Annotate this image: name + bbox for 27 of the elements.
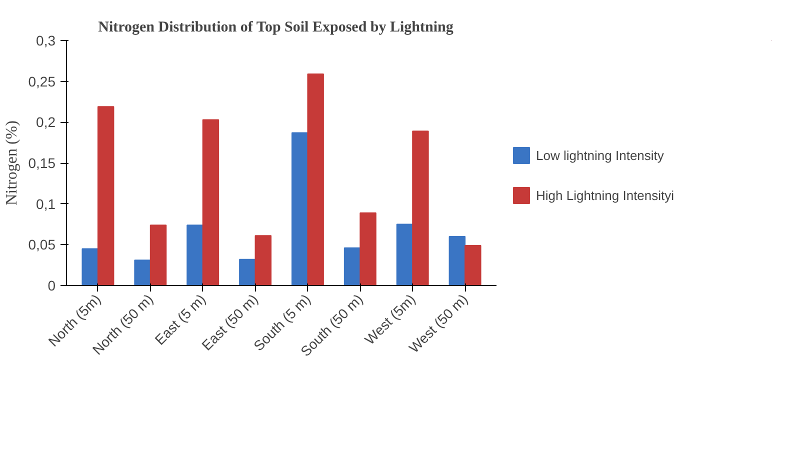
- y-tick-label: 0,3: [36, 32, 56, 48]
- bar: [464, 244, 482, 286]
- legend-label: High Lightning Intensityi: [536, 188, 674, 202]
- y-tick-label: 0,25: [28, 73, 56, 90]
- bar: [202, 119, 220, 286]
- bar: [344, 247, 361, 286]
- y-tick-label: 0,2: [36, 114, 56, 130]
- bar: [82, 248, 98, 286]
- bar: [97, 106, 114, 286]
- bar: [239, 258, 256, 286]
- bar: [150, 224, 167, 286]
- chart-title: Nitrogen Distribution of Top Soil Exposed by Lightning: [98, 20, 454, 36]
- y-tick-label: 0,05: [28, 236, 56, 253]
- bar: [448, 236, 466, 286]
- bar: [307, 73, 324, 286]
- bar: [291, 132, 308, 286]
- legend-label: Low lightning Intensity: [536, 148, 664, 162]
- y-tick-label: 0,15: [28, 155, 56, 171]
- bar: [396, 224, 414, 286]
- bar: [134, 260, 151, 286]
- bar: [360, 212, 376, 286]
- bar: [412, 130, 429, 286]
- bar: [186, 224, 204, 286]
- y-axis-title: Nitrogen (%): [3, 120, 20, 206]
- bar: [254, 235, 272, 286]
- y-tick-label: 0,1: [36, 196, 56, 212]
- y-tick-label: 0: [48, 278, 56, 294]
